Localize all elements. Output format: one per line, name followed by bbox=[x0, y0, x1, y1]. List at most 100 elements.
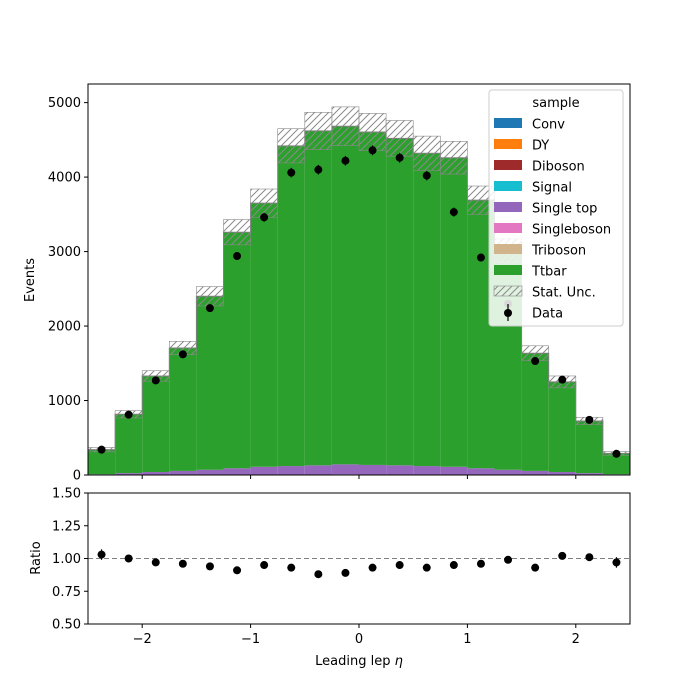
bar-single-top bbox=[331, 464, 359, 475]
bar-single-top bbox=[196, 469, 224, 475]
bar-single-top bbox=[250, 466, 278, 475]
bar-single-top bbox=[359, 464, 387, 475]
main-y-tick-label: 0 bbox=[73, 469, 81, 484]
bar-ttbar bbox=[88, 449, 116, 475]
ratio-y-tick-label: 0.50 bbox=[52, 618, 81, 633]
legend-swatch bbox=[494, 160, 522, 170]
ratio-point bbox=[124, 554, 133, 563]
legend-frame bbox=[488, 89, 624, 327]
ratio-y-axis-label: Ratio bbox=[29, 541, 44, 574]
legend-swatch bbox=[494, 139, 522, 149]
x-axis-label-text: Leading lep bbox=[315, 654, 394, 669]
legend-item-triboson: Triboson bbox=[494, 244, 586, 259]
legend-marker bbox=[504, 309, 512, 317]
legend-item-signal: Signal bbox=[494, 181, 572, 196]
ratio-point bbox=[178, 559, 187, 568]
bar-ttbar bbox=[602, 453, 630, 475]
data-point bbox=[531, 357, 540, 366]
legend-swatch bbox=[494, 202, 522, 212]
legend-item-dy: DY bbox=[494, 139, 549, 154]
data-point bbox=[205, 304, 214, 313]
data-point bbox=[151, 376, 160, 385]
data-point bbox=[314, 165, 323, 174]
bar-single-top bbox=[223, 468, 251, 475]
x-axis-label-symbol: η bbox=[395, 654, 403, 669]
ratio-y-tick-label: 1.00 bbox=[52, 552, 81, 567]
bar-ttbar bbox=[359, 132, 387, 465]
data-point bbox=[260, 213, 269, 222]
ratio-point bbox=[558, 551, 567, 560]
legend-swatch bbox=[494, 244, 522, 254]
bar-single-top bbox=[494, 469, 522, 475]
legend-swatch bbox=[494, 181, 522, 191]
legend-title: sample bbox=[532, 96, 579, 111]
data-point bbox=[233, 252, 242, 261]
bar-ttbar bbox=[142, 375, 170, 473]
bar-ttbar bbox=[196, 296, 224, 470]
ratio-point bbox=[612, 558, 621, 567]
legend-item-stat-unc: Stat. Unc. bbox=[493, 285, 596, 301]
ratio-y-tick-label: 1.25 bbox=[52, 519, 81, 534]
bar-ttbar bbox=[386, 138, 414, 466]
bar-single-top bbox=[467, 468, 495, 475]
main-y-ticks: 0 1000 2000 3000 4000 5000 bbox=[48, 96, 88, 484]
bar-ttbar bbox=[575, 421, 603, 474]
bar-single-top bbox=[142, 472, 170, 475]
legend: sample Conv DY Diboson Signal Single top Sing… bbox=[488, 89, 624, 327]
data-point bbox=[124, 410, 133, 419]
main-y-tick-label: 5000 bbox=[48, 96, 81, 111]
main-y-tick-label: 2000 bbox=[48, 320, 81, 335]
bar-ttbar bbox=[331, 126, 359, 465]
data-point bbox=[476, 253, 485, 262]
legend-label: Singleboson bbox=[532, 223, 611, 238]
legend-item-single-top: Single top bbox=[494, 202, 597, 217]
bar-ttbar bbox=[223, 232, 251, 469]
x-tick-label: 2 bbox=[572, 632, 580, 647]
bar-ttbar bbox=[304, 130, 332, 466]
x-tick-label: 1 bbox=[463, 632, 471, 647]
bar-ttbar bbox=[250, 203, 278, 467]
ratio-point bbox=[97, 550, 106, 559]
data-point bbox=[368, 146, 377, 155]
legend-swatch bbox=[493, 285, 523, 297]
legend-item-data: Data bbox=[504, 304, 563, 322]
data-point bbox=[395, 153, 404, 162]
data-point bbox=[422, 171, 431, 180]
x-tick-label: −2 bbox=[133, 632, 152, 647]
bar-single-top bbox=[521, 470, 549, 475]
ratio-point bbox=[233, 566, 242, 575]
ratio-points bbox=[97, 549, 621, 579]
ratio-point bbox=[314, 570, 323, 579]
ratio-point bbox=[260, 561, 269, 570]
data-point bbox=[178, 350, 187, 359]
x-tick-label: 0 bbox=[355, 632, 363, 647]
bar-single-top bbox=[169, 470, 197, 475]
ratio-y-tick-label: 1.50 bbox=[52, 487, 81, 502]
legend-label: DY bbox=[532, 139, 549, 154]
ratio-point bbox=[151, 558, 160, 567]
ratio-point bbox=[422, 563, 431, 572]
main-y-tick-label: 1000 bbox=[48, 394, 81, 409]
ratio-point bbox=[531, 563, 540, 572]
total-outline bbox=[88, 125, 630, 475]
legend-item-conv: Conv bbox=[494, 118, 565, 133]
bar-single-top bbox=[575, 473, 603, 475]
stacked-histogram bbox=[88, 126, 630, 475]
ratio-point bbox=[368, 563, 377, 572]
legend-label: Stat. Unc. bbox=[532, 286, 596, 301]
main-y-tick-label: 3000 bbox=[48, 245, 81, 260]
main-y-tick-label: 4000 bbox=[48, 171, 81, 186]
bar-ttbar bbox=[115, 414, 143, 474]
legend-label: Signal bbox=[532, 181, 572, 196]
bar-ttbar bbox=[169, 348, 197, 471]
legend-item-singleboson: Singleboson bbox=[494, 223, 611, 238]
ratio-point bbox=[504, 555, 513, 564]
total-step-line bbox=[88, 125, 630, 475]
bar-ttbar bbox=[521, 353, 549, 471]
legend-label: Data bbox=[532, 307, 563, 322]
bar-ttbar bbox=[277, 145, 305, 467]
ratio-point bbox=[205, 562, 214, 571]
ratio-point bbox=[341, 568, 350, 577]
data-point bbox=[558, 375, 567, 384]
